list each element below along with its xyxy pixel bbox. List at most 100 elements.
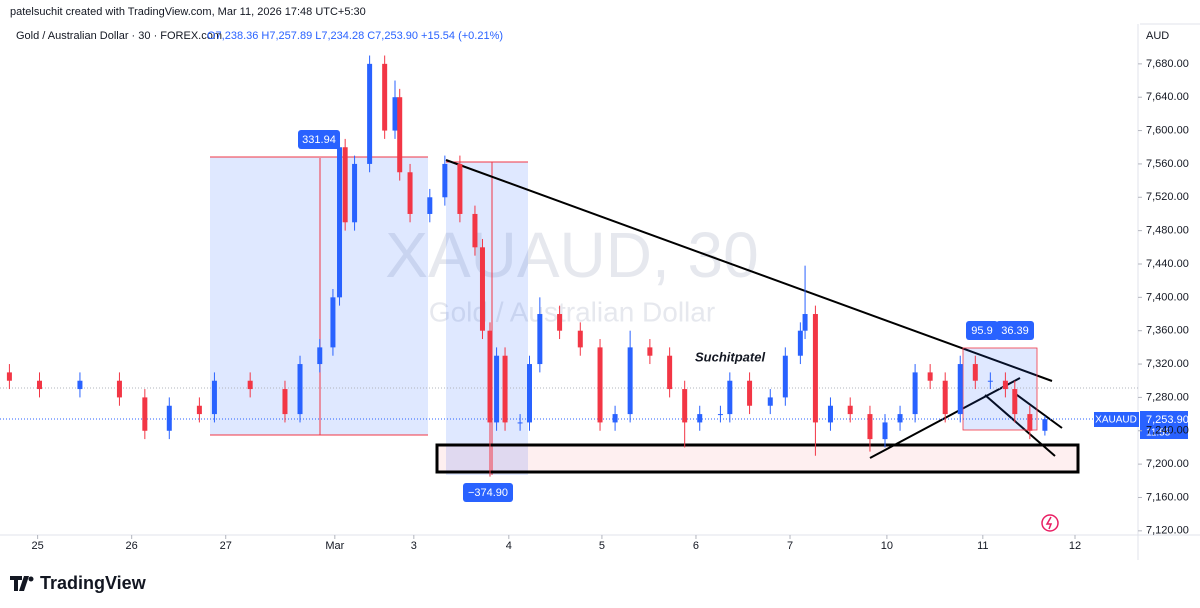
author-note: Suchitpatel <box>695 349 765 364</box>
candle-body <box>1012 389 1018 415</box>
y-tick-label: 7,480.00 <box>1146 225 1189 237</box>
event-icon-bolt <box>1045 516 1053 530</box>
candle-body <box>847 405 853 415</box>
x-tick-label: 25 <box>31 540 43 552</box>
candle-body <box>116 380 122 398</box>
y-tick-label: 7,280.00 <box>1146 391 1189 403</box>
candle-body <box>812 314 818 423</box>
annotation: −374.90 <box>468 487 508 499</box>
candle-body <box>972 364 978 381</box>
candle-body <box>882 422 888 440</box>
chart-title: Gold / Australian Dollar · 30 · FOREX.co… <box>16 30 222 42</box>
candle-body <box>407 172 413 214</box>
candle-body <box>479 247 485 331</box>
candle-body <box>427 197 433 214</box>
candle-body <box>196 405 202 415</box>
candle-body <box>457 163 463 214</box>
candle-body <box>487 330 493 423</box>
candle-body <box>342 147 348 223</box>
watermark-name: Gold / Australian Dollar <box>429 296 715 327</box>
candle-body <box>6 372 12 381</box>
y-tick-label: 7,320.00 <box>1146 358 1189 370</box>
x-tick-label: 6 <box>693 540 699 552</box>
candle-body <box>897 414 903 423</box>
price-timer: 11:55 <box>1146 428 1171 439</box>
candle-body <box>597 347 603 423</box>
credit: patelsuchit created with TradingView.com… <box>10 6 366 18</box>
candle-body <box>867 414 873 440</box>
annotation-box <box>996 321 1034 340</box>
candle-body <box>494 355 500 423</box>
annotation-box <box>298 130 340 149</box>
y-tick-label: 7,680.00 <box>1146 58 1189 70</box>
candle-body <box>297 364 303 415</box>
candle-body <box>37 380 43 390</box>
y-tick-label: 7,120.00 <box>1146 525 1189 537</box>
candle-body <box>802 314 808 331</box>
candle-body <box>697 414 703 423</box>
candle-body <box>77 380 83 390</box>
candle-body <box>352 163 358 223</box>
annotation: 331.94 <box>302 134 336 146</box>
candle-body <box>392 97 398 131</box>
candle-body <box>682 389 688 423</box>
candle-body <box>337 147 343 298</box>
candle-body <box>717 414 723 416</box>
candle-body <box>442 163 448 198</box>
event-icon[interactable] <box>1041 514 1059 532</box>
candle-body <box>797 330 803 356</box>
y-tick-label: 7,240.00 <box>1146 425 1189 437</box>
candle-body <box>472 213 478 248</box>
annotation: 95.9 <box>971 325 992 337</box>
support-zone <box>435 443 1080 474</box>
candle-body <box>927 372 933 381</box>
x-tick-label: 4 <box>506 540 512 552</box>
x-tick-label: Mar <box>325 540 344 552</box>
candle-body <box>1027 414 1033 431</box>
candle-body <box>577 330 583 348</box>
candle-body <box>942 380 948 415</box>
x-tick-label: 7 <box>787 540 793 552</box>
candle-body <box>397 97 403 173</box>
candle-body <box>317 347 323 365</box>
candle-body <box>517 422 523 424</box>
candle-body <box>142 397 148 431</box>
candle-body <box>537 314 543 365</box>
symbol-tag <box>1094 412 1139 427</box>
trend-line <box>1012 391 1063 429</box>
brand: TradingView <box>40 573 147 593</box>
candle-body <box>627 347 633 415</box>
y-tick-label: 7,160.00 <box>1146 491 1189 503</box>
x-tick-label: 3 <box>411 540 417 552</box>
x-tick-label: 5 <box>599 540 605 552</box>
candle-body <box>747 380 753 406</box>
measure-box <box>962 347 1038 431</box>
y-axis-label: AUD <box>1146 30 1169 42</box>
candle-body <box>330 297 336 348</box>
candle-body <box>367 63 373 164</box>
watermark-symbol: XAUAUD, 30 <box>385 219 758 291</box>
candle-body <box>1002 380 1008 390</box>
x-tick-label: 12 <box>1069 540 1081 552</box>
annotation: 36.39 <box>1001 325 1029 337</box>
y-tick-label: 7,440.00 <box>1146 258 1189 270</box>
candle-body <box>557 314 563 331</box>
y-tick-label: 7,560.00 <box>1146 158 1189 170</box>
candle-body <box>502 355 508 423</box>
price-tag <box>1140 411 1188 427</box>
y-tick-label: 7,200.00 <box>1146 458 1189 470</box>
x-tick-label: 11 <box>977 540 988 552</box>
measure-box <box>210 157 428 435</box>
candle-body <box>211 380 217 415</box>
candle-body <box>767 397 773 406</box>
candle-body <box>282 389 288 415</box>
candle-body <box>526 364 532 423</box>
candle-body <box>782 355 788 398</box>
candle-body <box>647 347 653 356</box>
x-tick-label: 26 <box>126 540 138 552</box>
trend-line <box>445 159 1053 382</box>
y-tick-label: 7,600.00 <box>1146 124 1189 136</box>
candle-body <box>166 405 172 431</box>
